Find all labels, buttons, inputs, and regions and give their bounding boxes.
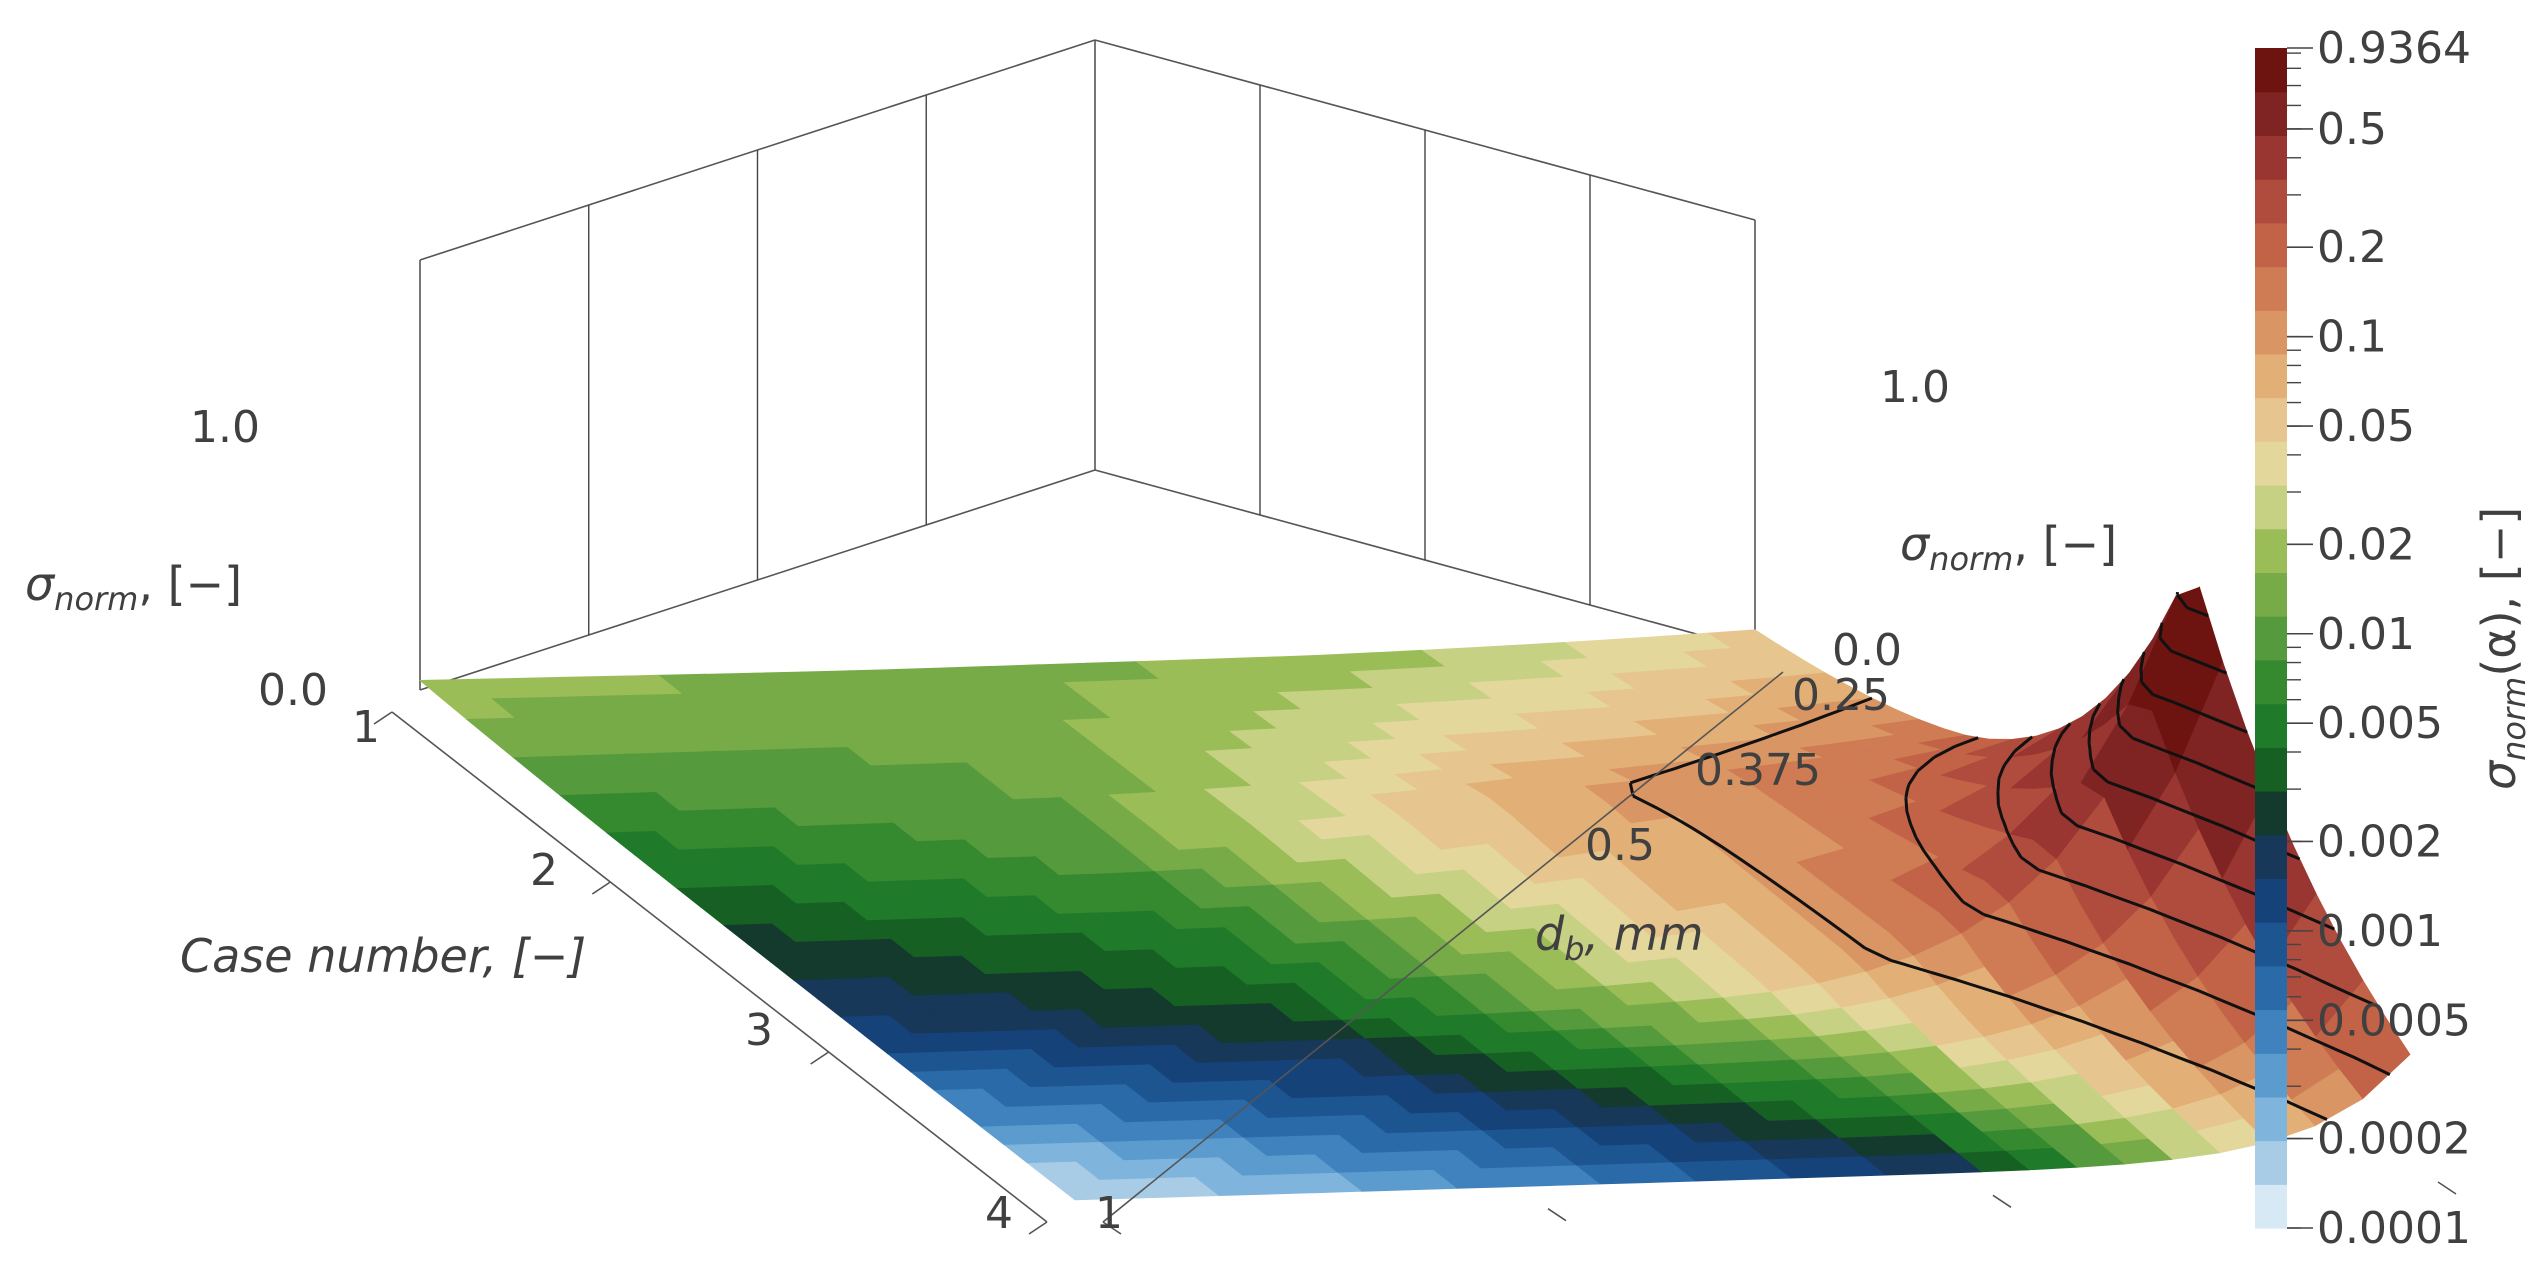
colorbar-title-unit: (α), [−] (2472, 507, 2526, 677)
contour-line-6 (2139, 651, 2248, 734)
y-tick-0.5: 0.5 (1585, 820, 1655, 871)
contour-lines (1628, 591, 2391, 1121)
colorbar-band-11 (2255, 703, 2287, 748)
colorbar-label-11: 0.0002 (2317, 1114, 2471, 1165)
colorbar-label-10: 0.0005 (2317, 995, 2471, 1046)
colorbar-band-22 (2255, 222, 2287, 268)
x-tick-1: 1 (352, 702, 380, 753)
colorbar-label-5: 0.02 (2317, 519, 2415, 570)
colorbar-label-4: 0.05 (2317, 401, 2415, 452)
colorbar-label-12: 0.0001 (2317, 1203, 2471, 1254)
colorbar-label-1: 0.5 (2317, 104, 2387, 155)
z-axis-title-right-unit: , [−] (2013, 517, 2117, 571)
colorbar-band-8 (2255, 834, 2287, 879)
x-tick-3: 3 (745, 1005, 773, 1056)
colorbar-band-21 (2255, 266, 2287, 311)
contour-line-8 (2175, 591, 2209, 618)
colorbar-title-sub: norm (2495, 677, 2533, 761)
colorbar-band-23 (2255, 179, 2287, 224)
x-axis-line (391, 711, 1048, 1223)
x-tick-mark-1 (591, 881, 611, 895)
z-axis-title-left: σnorm, [−] (25, 557, 242, 618)
front-axes (373, 671, 2457, 1235)
y-tick-1: 1 (1095, 1188, 1123, 1239)
colorbar-band-16 (2255, 485, 2287, 530)
contour-line-0 (1628, 696, 2328, 1121)
z-axis-title-unit: , [−] (138, 557, 242, 611)
contour-line-2 (1996, 735, 2380, 1009)
colorbar-band-3 (2255, 1053, 2287, 1098)
colorbar-label-6: 0.01 (2317, 609, 2415, 660)
z-axis-title-right: σnorm, [−] (1900, 517, 2117, 578)
y-tick-mark-2 (1992, 1194, 2012, 1208)
colorbar-band-2 (2255, 1096, 2287, 1142)
y-axis-title-sub: b (1564, 930, 1584, 968)
colorbar-label-2: 0.2 (2317, 222, 2387, 273)
colorbar-band-6 (2255, 922, 2287, 967)
y-tick-mark-3 (2437, 1181, 2457, 1195)
colorbar-band-20 (2255, 310, 2287, 355)
contour-line-5 (2116, 678, 2272, 796)
colorbar-title: σnorm(α), [−] (2472, 507, 2533, 790)
colorbar-label-8: 0.002 (2317, 816, 2443, 867)
contour-line-7 (2158, 622, 2228, 675)
colorbar-label-3: 0.1 (2317, 312, 2387, 363)
x-tick-4: 4 (985, 1188, 1013, 1239)
surface-cell-27-0 (1050, 1179, 1124, 1201)
y-axis-title-unit: , mm (1585, 907, 1704, 961)
colorbar-band-14 (2255, 572, 2287, 617)
colorbar-band-7 (2255, 878, 2287, 923)
y-tick-0.375: 0.375 (1695, 745, 1821, 796)
back-walls (419, 39, 1756, 691)
colorbar-band-18 (2255, 397, 2287, 442)
y-tick-mark-0 (1102, 1221, 1122, 1235)
x-tick-mark-3 (1028, 1221, 1048, 1235)
y-tick-mark-1 (1547, 1208, 1567, 1222)
colorbar-label-9: 0.001 (2317, 906, 2443, 957)
z-axis-title-sub: norm (54, 580, 138, 618)
colorbar-band-19 (2255, 353, 2287, 399)
z-tick-right-top: 1.0 (1880, 362, 1950, 413)
colorbar-label-0: 0.9364 (2317, 23, 2471, 74)
colorbar-band-10 (2255, 747, 2287, 792)
z-axis-title-main: σ (25, 557, 56, 611)
z-tick-right-bottom: 0.0 (1832, 625, 1902, 676)
y-axis-title: db, mm (1535, 907, 1703, 968)
z-tick-left-bottom: 0.0 (258, 665, 328, 716)
colorbar-band-13 (2255, 616, 2287, 661)
colorbar: 0.9364 0.5 0.2 0.1 0.05 0.02 0.01 0.005 0.002 0.0… (2255, 23, 2471, 1254)
colorbar-band-0 (2255, 1184, 2287, 1229)
surface-mesh (418, 586, 2411, 1201)
colorbar-band-15 (2255, 528, 2287, 573)
colorbar-band-26 (2255, 48, 2287, 93)
z-axis-title-right-sub: norm (1929, 540, 2013, 578)
y-axis-line (1102, 671, 1784, 1223)
y-axis-title-main: d (1535, 907, 1565, 961)
colorbar-band-4 (2255, 1009, 2287, 1054)
colorbar-band-17 (2255, 441, 2287, 486)
x-axis-title: Case number, [−] (180, 929, 586, 983)
colorbar-band-24 (2255, 135, 2287, 180)
z-tick-left-top: 1.0 (190, 402, 260, 453)
x-tick-mark-0 (373, 711, 393, 725)
colorbar-band-1 (2255, 1140, 2287, 1185)
y-tick-0.25: 0.25 (1792, 670, 1890, 721)
colorbar-band-25 (2255, 91, 2287, 136)
colorbar-band-5 (2255, 965, 2287, 1011)
x-tick-2: 2 (530, 845, 558, 896)
colorbar-title-main: σ (2472, 759, 2526, 790)
colorbar-label-7: 0.005 (2317, 698, 2443, 749)
colorbar-band-12 (2255, 659, 2287, 705)
z-axis-title-right-main: σ (1900, 517, 1931, 571)
x-tick-mark-2 (810, 1051, 830, 1065)
colorbar-band-9 (2255, 791, 2287, 836)
contour-line-1 (1904, 736, 2391, 1076)
